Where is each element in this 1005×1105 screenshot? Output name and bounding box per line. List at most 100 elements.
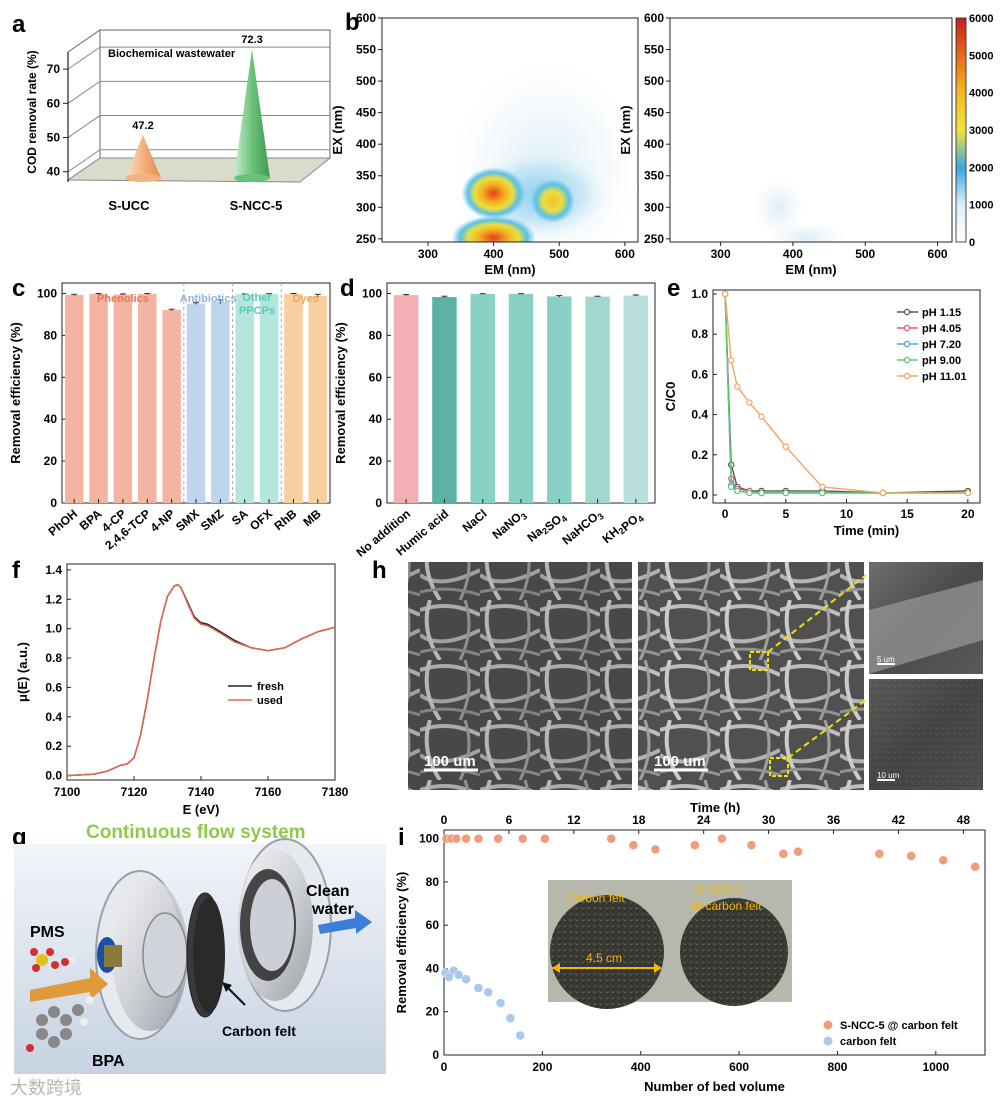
panel-h: h 100 um 100 um 5 um 10 um [372, 557, 983, 815]
bar-Humic acid [432, 297, 457, 503]
data-point [758, 413, 765, 420]
data-point [793, 846, 803, 857]
data-point [819, 489, 826, 497]
y-tick-label: 1.0 [45, 622, 62, 636]
inset-label-at-carbon-felt: @ carbon felt [690, 899, 762, 913]
scalebar-label-1: 100 um [424, 753, 476, 770]
scalebar-label-3: 5 um [877, 655, 895, 664]
legend-marker [903, 308, 911, 316]
cone-base [234, 174, 270, 182]
contour-faint [752, 177, 805, 238]
peak-secondary [530, 178, 575, 223]
colorbar-tick-label: 0 [969, 237, 975, 249]
y-tick-label: 0 [375, 496, 382, 510]
data-point [505, 1013, 516, 1023]
x2-tick-label: 6 [506, 813, 513, 827]
data-point [728, 357, 735, 364]
legend-label: pH 11.01 [922, 371, 967, 383]
y-tick-label: 500 [644, 74, 664, 88]
value-label: 47.2 [132, 120, 153, 132]
plot-frame [712, 289, 981, 504]
y-tick-label: 250 [644, 232, 664, 246]
data-point [473, 983, 484, 993]
legend-label: fresh [257, 681, 284, 693]
x2-tick-label: 42 [892, 813, 906, 827]
data-point [493, 833, 503, 844]
y-axis-label: μ(E) (a.u.) [15, 642, 30, 702]
category-label: S-NCC-5 [230, 198, 283, 213]
data-point [717, 833, 727, 844]
x-tick-label: BPA [77, 506, 105, 533]
panel-label-b: b [345, 9, 360, 36]
data-point [495, 998, 506, 1008]
y-tick-label: 20 [44, 454, 58, 468]
data-point [515, 1030, 525, 1041]
data-point [517, 833, 528, 844]
inset-label-sncc5: S-NCC-5 [694, 883, 743, 897]
colorbar-tick-label: 6000 [969, 13, 993, 25]
bar-KH2PO4 [623, 295, 649, 503]
data-point [782, 443, 790, 450]
x-tick-label: 400 [631, 1060, 651, 1074]
x-axis-label: EM (nm) [785, 262, 836, 277]
heatmap-contours [752, 177, 848, 242]
x-tick-label: NaHCO3 [559, 507, 605, 549]
y-tick-label: 0.2 [691, 448, 708, 462]
legend-label: pH 9.00 [922, 355, 961, 367]
plot-frame [443, 829, 986, 1056]
x-tick-label: MB [300, 506, 324, 529]
x-tick-label: 300 [711, 247, 731, 261]
panel-a-ylabel: COD removal rate (%) [25, 50, 39, 173]
water-label: water [311, 901, 354, 918]
x-tick-label: KH2PO4 [600, 507, 646, 550]
data-point [938, 855, 948, 866]
data-point [454, 970, 464, 980]
y-tick-label: 100 [37, 286, 57, 300]
data-point [728, 483, 735, 491]
sem-image-3: 5 um [869, 562, 983, 674]
panel-label-h: h [372, 557, 387, 584]
y-tick-label: 1.2 [45, 592, 62, 606]
y-tick-label: 300 [644, 200, 664, 214]
x-tick-label: OFX [247, 507, 275, 534]
contour-faint [767, 221, 848, 242]
y-tick-label: 300 [356, 200, 376, 214]
data-point [970, 862, 980, 872]
bar-BPA [89, 293, 108, 503]
panel-c: c 0 20 40 60 80 100 Removal efficiency (%) PhOH… [8, 275, 331, 552]
data-point [874, 849, 885, 859]
x-tick-label: SA [229, 506, 251, 528]
panel-label-f: f [12, 557, 21, 584]
colorbar-tick-label: 4000 [969, 88, 993, 100]
carbon-felt-label: Carbon felt [222, 1023, 296, 1039]
panel-f: f 0.0 0.2 0.4 0.6 0.8 1.0 1.2 1.4 μ(E) (a.u.) 710… [12, 557, 349, 817]
data-point [690, 840, 700, 850]
x-tick-label: 20 [961, 507, 975, 521]
y-tick-label: 350 [356, 169, 376, 183]
y-tick-label: 60 [426, 918, 440, 932]
bar-NaCl [470, 293, 495, 503]
x-tick-label: 500 [855, 247, 875, 261]
x-tick-label: 7140 [188, 785, 215, 799]
panel-label-d: d [340, 275, 355, 302]
outflow-arrow [318, 910, 372, 934]
x-axis-label: EM (nm) [484, 262, 535, 277]
y-tick-label: 250 [356, 232, 376, 246]
y-tick-label: 0.4 [45, 710, 62, 724]
y-tick-label: 1.0 [691, 287, 708, 301]
y-tick-label: 500 [356, 74, 376, 88]
data-point [461, 833, 471, 844]
y-tick-label: 50 [47, 131, 61, 145]
y-tick-label: 40 [369, 412, 383, 426]
series-line-used [66, 583, 336, 777]
x-tick-label: 15 [901, 507, 915, 521]
panel-a-cones: 47.2 S-UCC 72.3 S-NCC-5 [108, 34, 282, 213]
y-tick-label: 550 [644, 43, 664, 57]
group-label-phenolics: Phenolics [97, 293, 149, 305]
legend-label: pH 1.15 [922, 307, 961, 319]
legend-label: pH 7.20 [922, 339, 961, 351]
panel-e: e 0.0 0.2 0.4 0.6 0.8 1.0 C/C0 0 5 10 15 20 Time (mi… [663, 275, 981, 538]
y-tick-label: 400 [356, 137, 376, 151]
x-tick-label: SMZ [198, 507, 226, 534]
y-tick-label: 0.0 [45, 769, 62, 783]
